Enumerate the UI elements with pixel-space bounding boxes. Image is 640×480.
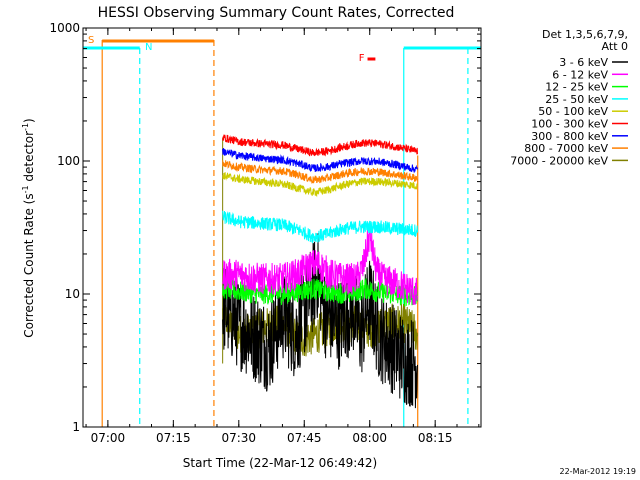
legend-entry-label: 25 - 50 keV <box>545 93 608 106</box>
legend-entry-label: 50 - 100 keV <box>538 105 608 118</box>
legend-entry-label: 7000 - 20000 keV <box>510 154 608 167</box>
x-tick-label: 07:00 <box>91 431 126 445</box>
y-axis-label-sup1: -1 <box>21 185 30 193</box>
annotation-s: S <box>88 35 94 46</box>
y-tick-label: 10 <box>65 287 80 301</box>
x-axis-label: Start Time (22-Mar-12 06:49:42) <box>183 456 377 470</box>
series-line-7 <box>222 160 418 184</box>
chart-title: HESSI Observing Summary Count Rates, Cor… <box>98 5 455 21</box>
series-group <box>222 134 418 409</box>
series-line-2 <box>222 278 418 308</box>
plot-area: S N F <box>83 35 481 427</box>
annotations: S N F <box>83 35 481 64</box>
legend-entry-label: 12 - 25 keV <box>545 81 608 94</box>
legend-header-line2: Att 0 <box>602 40 628 53</box>
y-axis-label-main: Corrected Count Rate (s <box>22 193 36 337</box>
y-tick-label: 1000 <box>49 21 80 35</box>
x-tick-label: 07:15 <box>156 431 191 445</box>
series-line-1 <box>222 223 418 306</box>
series-line-4 <box>222 172 418 198</box>
annotation-n: N <box>145 42 152 53</box>
legend-entry-label: 300 - 800 keV <box>531 130 608 143</box>
x-axis: 07:00 07:15 07:30 07:45 08:00 08:15 <box>85 28 480 445</box>
x-tick-label: 08:15 <box>418 431 453 445</box>
x-tick-label: 07:30 <box>221 431 256 445</box>
legend-entry-label: 100 - 300 keV <box>531 118 608 131</box>
annotation-f: F <box>359 53 365 64</box>
y-axis-label-end: ) <box>22 118 36 123</box>
y-axis-label-mid: detector <box>22 131 36 186</box>
y-tick-label: 1 <box>72 420 80 434</box>
legend-entry-label: 800 - 7000 keV <box>524 142 608 155</box>
legend-entry-label: 6 - 12 keV <box>552 68 608 81</box>
x-tick-label: 07:45 <box>287 431 322 445</box>
y-axis: 1 10 100 1000 <box>49 21 481 434</box>
series-line-6 <box>222 147 418 173</box>
footer-timestamp: 22-Mar-2012 19:19 <box>560 467 637 476</box>
y-axis-label-sup2: -1 <box>21 123 30 131</box>
series-line-5 <box>222 134 418 157</box>
series-line-3 <box>222 210 418 244</box>
legend-header-line1: Det 1,3,5,6,7,9, <box>542 28 628 41</box>
y-tick-label: 100 <box>57 154 80 168</box>
legend-entry-label: 3 - 6 keV <box>559 56 608 69</box>
y-axis-label: Corrected Count Rate (s-1 detector-1) <box>21 118 36 337</box>
x-tick-label: 08:00 <box>352 431 387 445</box>
